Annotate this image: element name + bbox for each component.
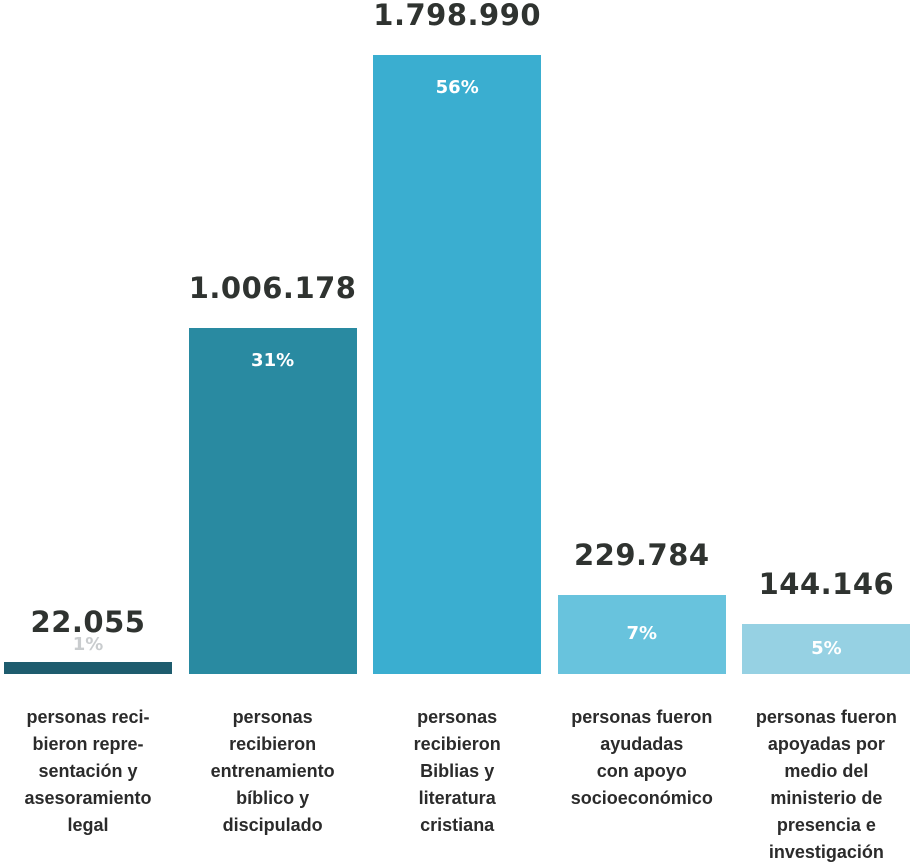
percent-label-3: 56% [435, 77, 479, 98]
percent-label-4: 7% [626, 623, 658, 645]
percent-label-2: 31% [251, 349, 295, 371]
value-label-2: 1.006.178 [188, 270, 357, 305]
category-label-5: personas fueron apoyadas por medio del m… [755, 707, 897, 862]
category-label-4: personas fueron ayudadas con apoyo socio… [570, 707, 713, 808]
percent-label-5: 5% [811, 638, 842, 660]
category-label-2: personas recibieron entrenamiento bíblic… [210, 707, 335, 835]
percent-label-1: 1% [72, 634, 104, 655]
category-label-3: personas recibieron Biblias y literatura… [413, 707, 501, 835]
value-label-4: 229.784 [574, 537, 710, 572]
bar-1 [4, 662, 172, 674]
bar-5 [742, 624, 911, 674]
bar-2 [188, 327, 357, 674]
bar-4 [557, 594, 726, 674]
value-label-5: 144.146 [758, 567, 895, 602]
category-label-1: personas reci- bieron repre- sentación y… [24, 707, 152, 835]
bar-3 [373, 55, 542, 674]
value-label-1: 22.055 [30, 605, 146, 639]
value-label-3: 1.798.990 [373, 0, 542, 32]
